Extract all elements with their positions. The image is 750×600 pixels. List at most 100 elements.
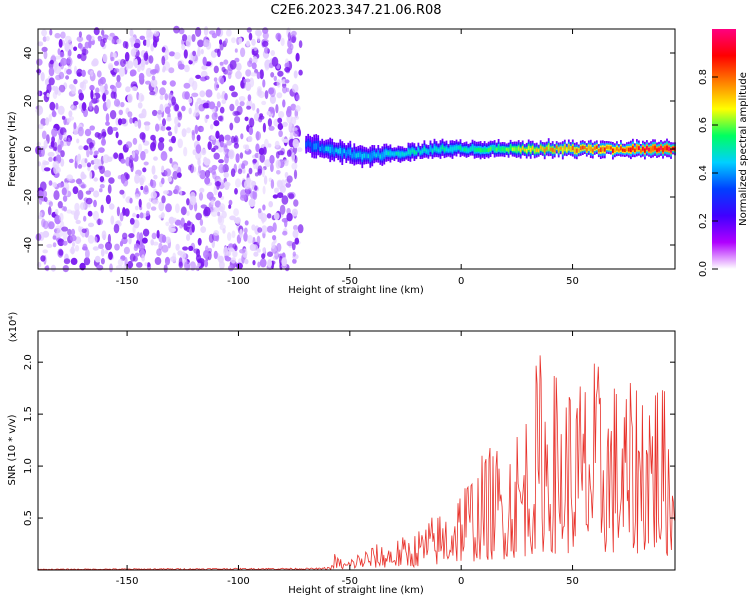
band-cell xyxy=(614,148,616,152)
noise-speckle xyxy=(127,260,134,269)
noise-speckle xyxy=(232,110,240,117)
band-cell xyxy=(519,148,522,153)
noise-speckle xyxy=(138,92,144,103)
noise-speckle xyxy=(211,112,218,121)
noise-speckle xyxy=(105,194,111,205)
band-cell xyxy=(640,149,642,153)
noise-speckle xyxy=(40,181,47,191)
noise-speckle xyxy=(72,242,76,247)
noise-speckle xyxy=(287,38,292,49)
noise-speckle xyxy=(215,27,221,37)
noise-speckle xyxy=(60,158,65,167)
x-tick-label: 50 xyxy=(566,576,579,587)
band-cell xyxy=(493,146,496,151)
noise-speckle xyxy=(279,204,286,215)
noise-speckle xyxy=(153,30,159,37)
band-cell xyxy=(343,149,346,153)
noise-speckle xyxy=(77,53,82,59)
noise-speckle xyxy=(276,92,283,99)
noise-speckle xyxy=(59,212,64,222)
noise-speckle xyxy=(175,243,180,251)
band-cell xyxy=(644,148,646,153)
noise-speckle xyxy=(134,58,138,69)
band-cell xyxy=(391,152,394,156)
band-cell xyxy=(371,153,374,159)
noise-speckle xyxy=(261,225,268,234)
noise-speckle xyxy=(87,210,93,217)
noise-speckle xyxy=(235,70,242,80)
noise-speckle xyxy=(48,180,53,186)
noise-speckle xyxy=(163,61,170,71)
band-cell xyxy=(387,151,390,156)
noise-speckle xyxy=(239,100,245,107)
band-cell xyxy=(551,147,554,153)
colorbar-gradient xyxy=(712,29,736,269)
noise-speckle xyxy=(197,237,202,246)
band-cell xyxy=(642,146,644,151)
noise-speckle xyxy=(164,236,171,244)
noise-speckle xyxy=(183,222,188,231)
signal-band xyxy=(305,133,676,169)
band-cell xyxy=(664,146,666,151)
noise-speckle xyxy=(282,121,288,127)
x-tick-label: -150 xyxy=(116,576,139,587)
noise-speckle xyxy=(129,29,134,37)
noise-speckle xyxy=(218,159,224,164)
noise-speckle xyxy=(48,66,55,77)
noise-speckle xyxy=(293,224,298,231)
band-cell xyxy=(636,145,638,150)
noise-speckle xyxy=(62,195,68,202)
noise-speckle xyxy=(277,180,283,190)
noise-speckle xyxy=(217,211,221,217)
noise-speckle xyxy=(82,243,88,250)
noise-speckle xyxy=(73,46,78,52)
noise-speckle xyxy=(292,258,297,264)
noise-speckle xyxy=(244,144,250,152)
noise-speckle xyxy=(39,211,43,218)
band-cell xyxy=(381,153,384,159)
noise-speckle xyxy=(258,147,265,155)
band-cell xyxy=(523,148,526,152)
noise-speckle xyxy=(256,130,260,141)
noise-speckle xyxy=(184,64,190,73)
band-cell xyxy=(451,147,454,152)
noise-speckle xyxy=(286,47,293,55)
band-cell xyxy=(515,147,518,152)
noise-speckle xyxy=(61,226,69,232)
band-cell xyxy=(670,148,672,153)
noise-speckle xyxy=(134,174,140,184)
noise-speckle xyxy=(270,163,274,173)
noise-speckle xyxy=(204,75,210,81)
band-cell xyxy=(591,148,594,153)
noise-speckle xyxy=(219,203,226,213)
band-cell xyxy=(305,142,308,147)
noise-speckle xyxy=(153,174,158,180)
noise-speckle xyxy=(125,60,129,71)
noise-speckle xyxy=(68,158,74,163)
noise-speckle xyxy=(54,32,61,39)
band-cell xyxy=(634,148,636,153)
band-cell xyxy=(337,149,340,154)
noise-speckle xyxy=(134,193,140,199)
noise-speckle xyxy=(251,38,256,46)
band-cell xyxy=(624,148,626,152)
noise-speckle xyxy=(244,220,249,226)
band-cell xyxy=(353,151,356,158)
noise-speckle xyxy=(151,232,157,240)
band-cell xyxy=(483,147,486,153)
noise-speckle xyxy=(119,240,124,247)
noise-speckle xyxy=(51,127,58,137)
band-cell xyxy=(606,145,608,149)
noise-speckle xyxy=(155,123,160,132)
noise-speckle xyxy=(254,185,258,191)
band-cell xyxy=(553,149,556,153)
noise-speckle xyxy=(49,101,56,111)
noise-speckle xyxy=(145,80,151,85)
noise-speckle xyxy=(297,224,304,234)
band-cell xyxy=(443,147,446,152)
band-cell xyxy=(439,147,442,152)
noise-speckle xyxy=(104,89,109,95)
noise-speckle xyxy=(217,115,223,122)
band-cell xyxy=(630,147,632,153)
noise-speckle xyxy=(227,232,232,241)
